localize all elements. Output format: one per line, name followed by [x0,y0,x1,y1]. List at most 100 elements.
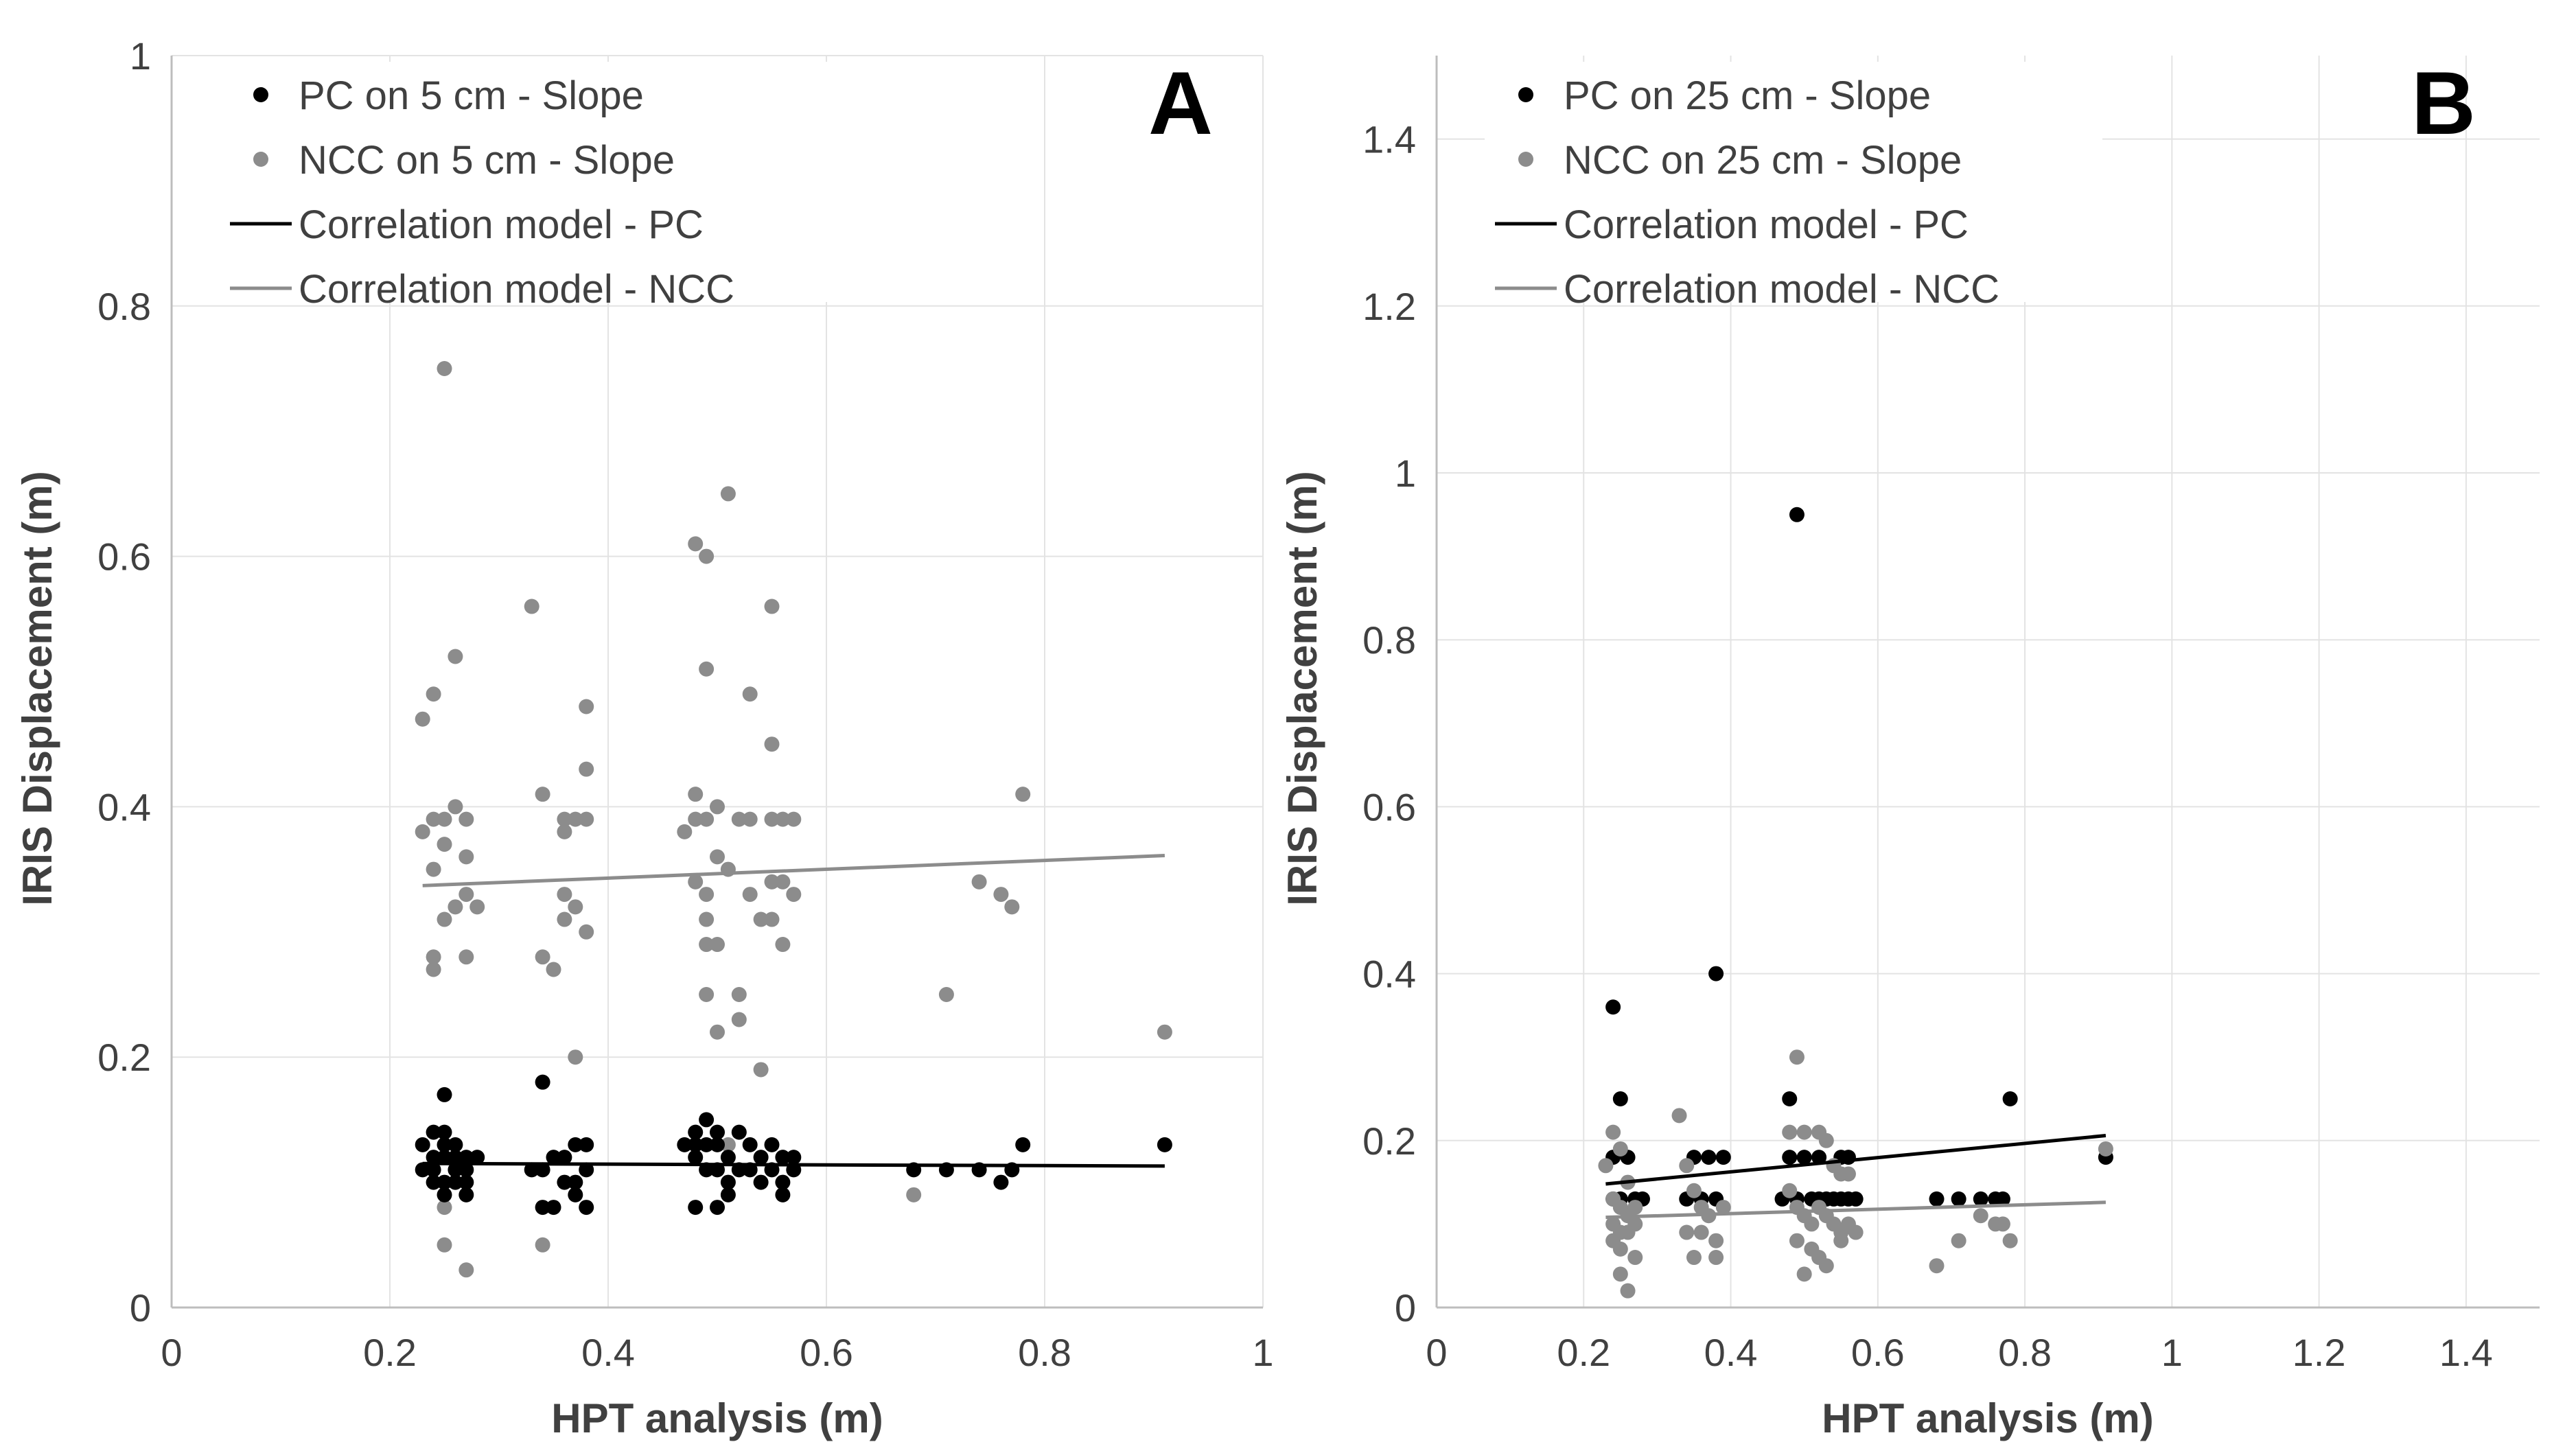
data-point-series-1 [579,811,594,827]
data-point-series-1 [579,924,594,940]
data-point-series-2 [753,1150,769,1165]
data-point-series-2 [1973,1208,1988,1224]
data-point-series-1 [710,937,725,953]
data-point-series-1 [1157,1024,1172,1040]
data-point-series-2 [731,1124,747,1140]
data-point-series-2 [1929,1258,1945,1274]
legend-entry-label: Correlation model - NCC [1564,267,1999,312]
data-point-series-1 [2002,1091,2018,1106]
data-point-series-2 [568,1187,583,1202]
y-tick-label: 0 [130,1286,151,1329]
data-point-series-2 [688,1124,704,1140]
x-tick-label: 0.8 [1018,1331,1071,1374]
data-point-series-1 [764,874,780,890]
y-tick-label: 0.8 [1362,618,1416,662]
data-point-series-2 [579,1162,594,1178]
data-point-series-1 [742,811,758,827]
data-point-series-1 [677,824,693,839]
data-point-series-1 [426,861,441,877]
data-point-series-2 [1818,1132,1834,1148]
legend-entry-label: PC on 25 cm - Slope [1564,73,1931,118]
data-point-series-2 [1796,1266,1812,1282]
data-point-series-1 [699,887,715,903]
data-point-series-2 [753,1174,769,1190]
data-point-series-2 [579,1200,594,1216]
data-point-series-1 [415,824,430,839]
data-point-series-1 [710,849,725,865]
data-point-series-2 [1686,1183,1702,1198]
data-point-series-2 [1612,1241,1628,1257]
data-point-series-1 [469,899,485,915]
data-point-series-1 [557,887,572,903]
data-point-series-1 [688,536,704,552]
data-point-series-2 [426,1124,441,1140]
data-point-series-1 [699,811,715,827]
data-point-series-1 [764,911,780,927]
data-point-series-2 [710,1200,725,1216]
x-tick-label: 0.4 [1704,1331,1758,1374]
data-point-series-1 [688,811,704,827]
data-point-series-1 [1848,1191,1864,1207]
y-tick-label: 0.6 [97,535,151,579]
data-point-series-1 [764,811,780,827]
data-point-series-1 [437,811,452,827]
data-point-series-1 [535,1237,550,1253]
data-point-series-1 [1782,1091,1798,1106]
data-point-series-1 [1929,1191,1945,1207]
x-tick-label: 0 [1426,1331,1447,1374]
y-tick-label: 0.4 [97,785,151,828]
data-point-series-2 [426,1174,441,1190]
data-point-series-1 [437,1200,452,1216]
data-point-series-2 [688,1200,704,1216]
data-point-series-2 [1612,1141,1628,1156]
data-point-series-1 [459,849,474,865]
correlation-line-ncc [422,854,1165,887]
data-point-series-2 [535,1200,550,1216]
data-point-series-2 [437,1174,452,1190]
data-point-series-1 [546,962,561,977]
data-point-series-2 [448,1137,463,1152]
legend-background [1485,62,2102,302]
data-point-series-2 [1693,1224,1709,1240]
data-point-series-2 [720,1150,736,1165]
data-point-series-2 [710,1124,725,1140]
data-point-series-2 [1789,1049,1805,1065]
y-tick-label: 0 [1395,1286,1416,1329]
data-point-series-2 [1789,1233,1805,1248]
data-point-series-2 [1708,1250,1724,1266]
x-axis-title: HPT analysis (m) [1822,1395,2154,1441]
data-point-series-2 [1804,1216,1820,1232]
y-tick-label: 1.2 [1362,285,1416,328]
data-point-series-2 [710,1137,725,1152]
data-point-series-2 [546,1200,561,1216]
data-point-series-2 [1715,1200,1731,1216]
data-point-series-2 [2098,1141,2113,1156]
data-point-series-2 [775,1174,791,1190]
data-point-series-1 [971,874,987,890]
data-point-series-1 [426,686,441,702]
legend-marker-ncc [253,152,268,167]
data-point-series-1 [775,811,791,827]
data-point-series-2 [1782,1183,1798,1198]
data-point-series-2 [993,1174,1009,1190]
data-point-series-1 [699,937,715,953]
data-point-series-1 [1782,1150,1798,1165]
data-point-series-1 [1811,1150,1827,1165]
data-point-series-1 [568,811,583,827]
x-axis-title: HPT analysis (m) [551,1395,883,1441]
data-point-series-1 [415,711,430,727]
data-point-series-2 [415,1137,430,1152]
data-point-series-1 [742,887,758,903]
data-point-series-1 [459,1262,474,1278]
data-point-series-1 [1708,966,1724,981]
data-point-series-1 [459,887,474,903]
legend-entry-label: Correlation model - PC [299,202,704,247]
data-point-series-1 [459,811,474,827]
data-point-series-1 [688,874,704,890]
data-point-series-2 [459,1150,474,1165]
data-point-series-1 [720,1137,736,1152]
x-tick-label: 0.4 [581,1331,635,1374]
data-point-series-2 [1598,1158,1614,1174]
data-point-series-2 [1157,1137,1172,1152]
data-point-series-2 [1620,1283,1636,1299]
